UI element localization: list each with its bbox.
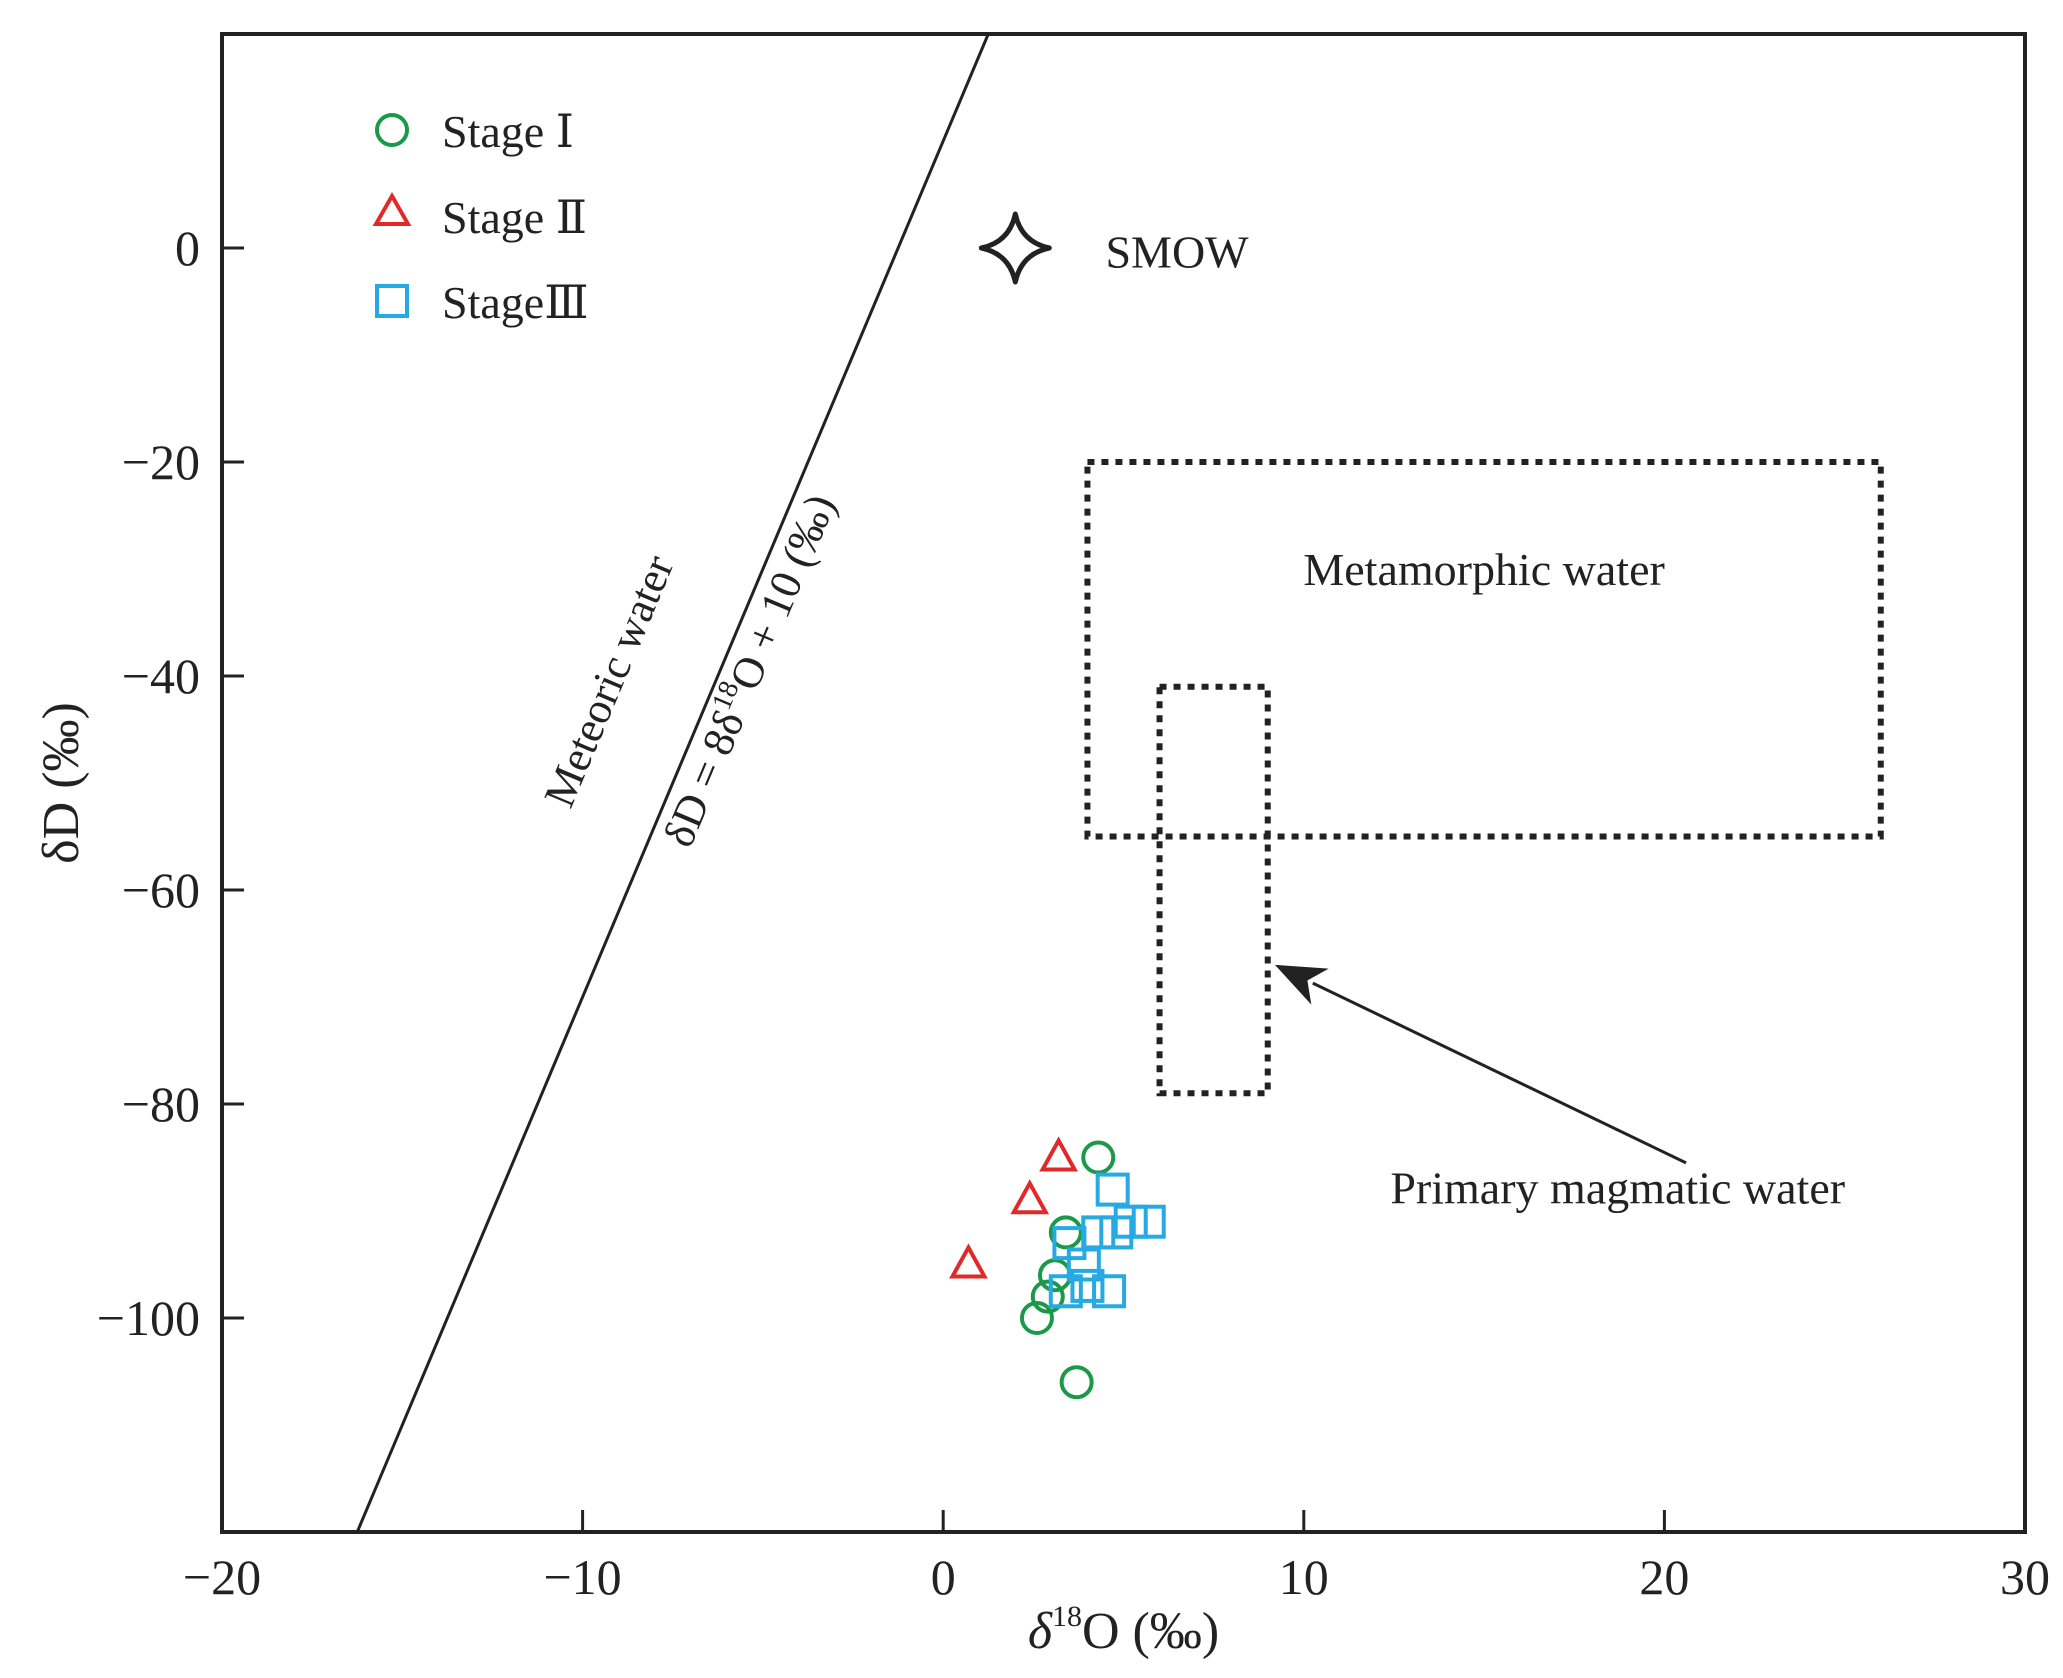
y-tick-label: −20 <box>122 434 200 490</box>
data-point <box>1039 1136 1078 1172</box>
data-point <box>1059 1365 1094 1400</box>
data-point <box>1081 1215 1116 1250</box>
meteoric-equation-label: δD = 8δ18O + 10 (‰) <box>651 486 845 854</box>
primary-magmatic-water-label: Primary magmatic water <box>1390 1163 1845 1214</box>
x-tick-label: 30 <box>2000 1549 2050 1605</box>
legend-label-stage-1: Stage Ⅰ <box>442 106 574 157</box>
data-point <box>1092 1274 1127 1309</box>
y-tick-label: −40 <box>122 648 200 704</box>
y-tick-label: −100 <box>97 1290 200 1346</box>
data-point <box>949 1243 988 1279</box>
equation-lhs: δD = 8δ <box>654 704 754 854</box>
magmatic-arrowhead <box>1274 964 1329 1005</box>
data-point <box>1048 1274 1083 1309</box>
axes-layer: −20 −10 0 10 20 300−20−40−60−80−100 <box>97 220 2050 1605</box>
x-tick-label: 20 <box>1639 1549 1689 1605</box>
data-point <box>1113 1204 1148 1239</box>
data-point <box>1010 1179 1050 1215</box>
x-tick-label: 10 <box>1279 1549 1329 1605</box>
data-point <box>1081 1140 1116 1175</box>
x-axis-title: δ18O (‰) <box>1028 1600 1219 1660</box>
smow-label: SMOW <box>1105 226 1249 277</box>
y-tick-label: −80 <box>122 1076 200 1132</box>
data-points <box>949 1136 1166 1400</box>
metamorphic-water-label: Metamorphic water <box>1303 544 1664 595</box>
data-point <box>1048 1215 1083 1250</box>
metamorphic-water-region <box>1084 459 1884 840</box>
y-tick-label: 0 <box>175 220 200 276</box>
data-point <box>1030 1279 1065 1314</box>
magmatic-arrow <box>1312 981 1687 1165</box>
data-point <box>1070 1268 1105 1303</box>
data-point <box>1095 1172 1130 1207</box>
data-point <box>1019 1301 1054 1335</box>
plot-frame <box>220 32 2027 1534</box>
smow-star-icon <box>978 211 1052 285</box>
legend-label-stage-2: Stage Ⅱ <box>442 192 587 243</box>
meteoric-water-line <box>355 33 990 1533</box>
legend-label-stage-3: StageⅢ <box>442 277 589 328</box>
primary-magmatic-water-region <box>1156 683 1271 1097</box>
legend-circle-marker <box>375 113 409 147</box>
legend-triangle-marker <box>372 191 412 226</box>
meteoric-water-label: Meteoric water <box>534 548 683 814</box>
x-title-sup: 18 <box>1052 1600 1082 1633</box>
x-title-prefix: δ <box>1028 1603 1053 1660</box>
y-tick-label: −60 <box>122 862 200 918</box>
x-title-main: O (‰) <box>1082 1603 1219 1660</box>
x-tick-label: −10 <box>543 1549 621 1605</box>
legend: Stage Ⅰ Stage Ⅱ StageⅢ <box>372 106 589 328</box>
x-tick-label: −20 <box>183 1549 261 1605</box>
data-point <box>1066 1247 1101 1282</box>
y-axis-title: δD (‰) <box>33 702 90 864</box>
data-point <box>1131 1204 1166 1239</box>
x-tick-label: 0 <box>931 1549 956 1605</box>
legend-square-marker <box>375 284 409 318</box>
